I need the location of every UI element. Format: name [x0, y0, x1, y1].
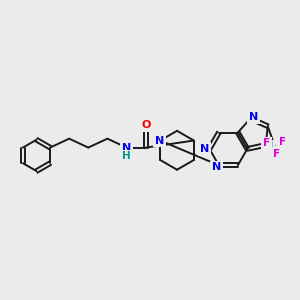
Text: N: N [264, 141, 274, 151]
Text: N: N [155, 136, 164, 146]
Text: N: N [249, 112, 258, 122]
Text: O: O [141, 120, 151, 130]
Text: N: N [122, 142, 131, 153]
Text: F: F [263, 139, 270, 148]
Text: H: H [122, 152, 131, 161]
Text: F: F [279, 136, 286, 147]
Text: F: F [273, 149, 280, 159]
Text: N: N [212, 163, 221, 172]
Text: N: N [200, 144, 209, 154]
